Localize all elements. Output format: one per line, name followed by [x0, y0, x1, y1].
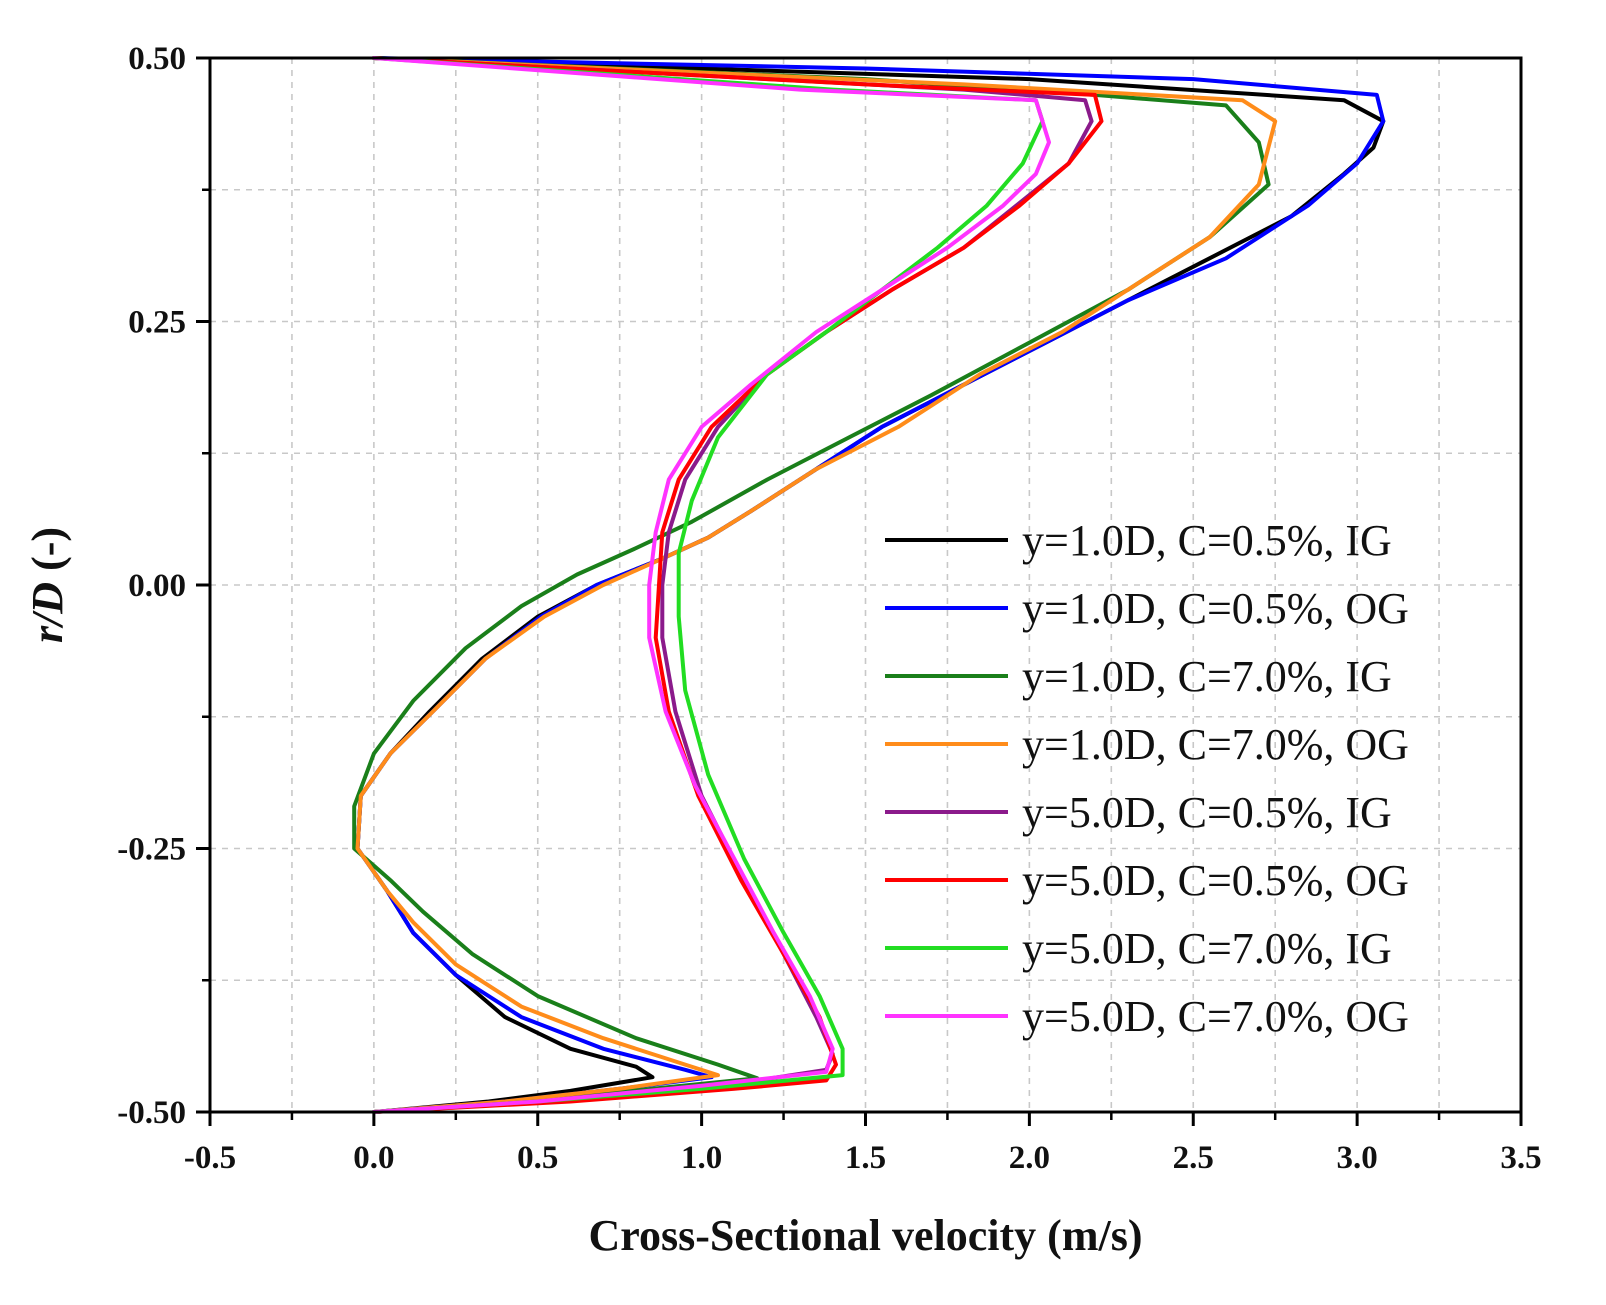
series-line-7	[371, 56, 1045, 1114]
series-lines	[352, 56, 1386, 1114]
legend-label: y=5.0D, C=7.0%, OG	[1022, 992, 1409, 1041]
legend-label: y=1.0D, C=7.0%, IG	[1022, 652, 1392, 701]
x-tick-label: 3.5	[1500, 1140, 1541, 1176]
y-axis-title-symbol: r/D	[23, 582, 72, 643]
legend: y=1.0D, C=0.5%, IG y=1.0D, C=0.5%, OG y=1.…	[885, 516, 1409, 1041]
legend-label: y=5.0D, C=0.5%, IG	[1022, 788, 1392, 837]
series-line-8	[371, 56, 1051, 1114]
series-line-3	[352, 56, 1271, 1114]
legend-label: y=1.0D, C=7.0%, OG	[1022, 720, 1409, 769]
y-axis-title: r/D (-)	[23, 527, 72, 643]
x-tick-label: 3.0	[1337, 1140, 1378, 1176]
legend-label: y=5.0D, C=0.5%, OG	[1022, 856, 1409, 905]
series-line-4	[355, 56, 1278, 1114]
legend-label: y=5.0D, C=7.0%, IG	[1022, 924, 1392, 973]
y-tick-label: -0.50	[117, 1095, 186, 1131]
x-tick-labels: -0.5 0.0 0.5 1.0 1.5 2.0 2.5 3.0 3.5	[184, 1140, 1542, 1176]
y-axis-title-unit: (-)	[23, 527, 72, 582]
y-tick-label: 0.50	[128, 41, 186, 77]
legend-label: y=1.0D, C=0.5%, IG	[1022, 516, 1392, 565]
x-tick-label: 2.0	[1009, 1140, 1050, 1176]
y-tick-label: -0.25	[117, 832, 186, 868]
x-tick-label: 1.5	[845, 1140, 886, 1176]
x-tick-label: 0.0	[353, 1140, 394, 1176]
x-tick-label: 1.0	[681, 1140, 722, 1176]
y-tick-labels: -0.50 -0.25 0.00 0.25 0.50	[117, 41, 186, 1131]
x-tick-label: -0.5	[184, 1140, 236, 1176]
y-tick-label: 0.00	[128, 568, 186, 604]
x-tick-label: 2.5	[1173, 1140, 1214, 1176]
legend-label: y=1.0D, C=0.5%, OG	[1022, 584, 1409, 633]
axis-ticks	[196, 56, 1523, 1126]
series-line-2	[355, 56, 1386, 1114]
y-tick-label: 0.25	[128, 305, 186, 341]
series-line-6	[371, 56, 1104, 1114]
x-axis-title: Cross-Sectional velocity (m/s)	[589, 1211, 1143, 1260]
x-tick-label: 0.5	[517, 1140, 558, 1176]
